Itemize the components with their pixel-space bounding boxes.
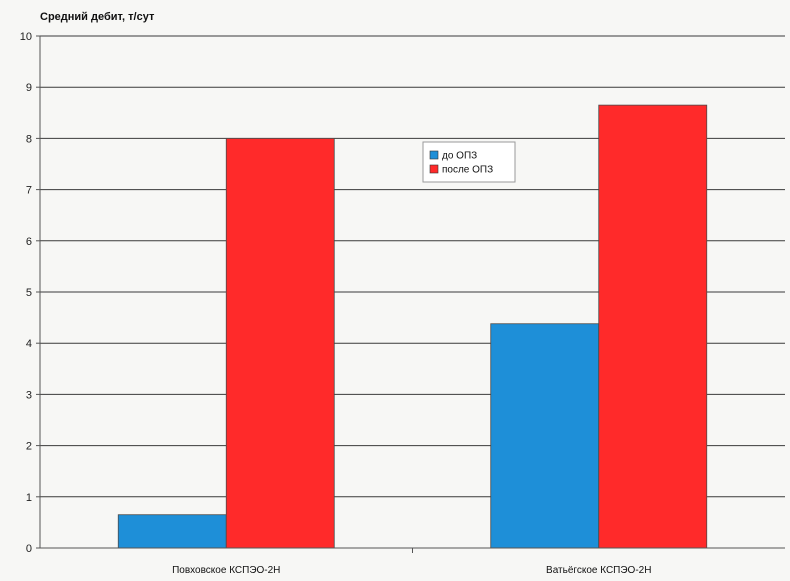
x-category-labels: Повховское КСПЭО-2Н Ватьёгское КСПЭО-2Н: [172, 548, 651, 576]
legend-label-after: после ОПЗ: [442, 165, 493, 176]
bar-before-1: [490, 323, 600, 549]
x-category-label: Повховское КСПЭО-2Н: [172, 565, 280, 576]
y-tick-label: 1: [26, 492, 32, 504]
y-tick-label: 3: [26, 389, 32, 401]
bars: [117, 104, 708, 549]
y-tick-label: 8: [26, 133, 32, 145]
y-tick-label: 0: [26, 543, 32, 555]
y-tick-label: 7: [26, 185, 32, 197]
y-tick-label: 9: [26, 82, 32, 94]
legend-box: [422, 141, 516, 183]
y-tick-label: 4: [26, 338, 32, 350]
y-tick-label: 2: [26, 441, 32, 453]
legend-swatch-after: [429, 164, 439, 174]
x-category-label: Ватьёгское КСПЭО-2Н: [546, 565, 651, 576]
y-tick-labels: 0 1 2 3 4 5 6 7 8 9 10: [20, 31, 40, 555]
y-tick-label: 5: [26, 287, 32, 299]
bar-after-1: [598, 104, 708, 549]
bar-after-0: [225, 137, 335, 549]
chart-title: Средний дебит, т/сут: [40, 11, 155, 23]
legend-label-before: до ОПЗ: [442, 151, 477, 162]
y-tick-label: 6: [26, 236, 32, 248]
legend-swatch-before: [429, 150, 439, 160]
legend: до ОПЗ после ОПЗ: [422, 141, 516, 183]
y-tick-label: 10: [20, 31, 32, 43]
bar-before-0: [117, 514, 227, 549]
